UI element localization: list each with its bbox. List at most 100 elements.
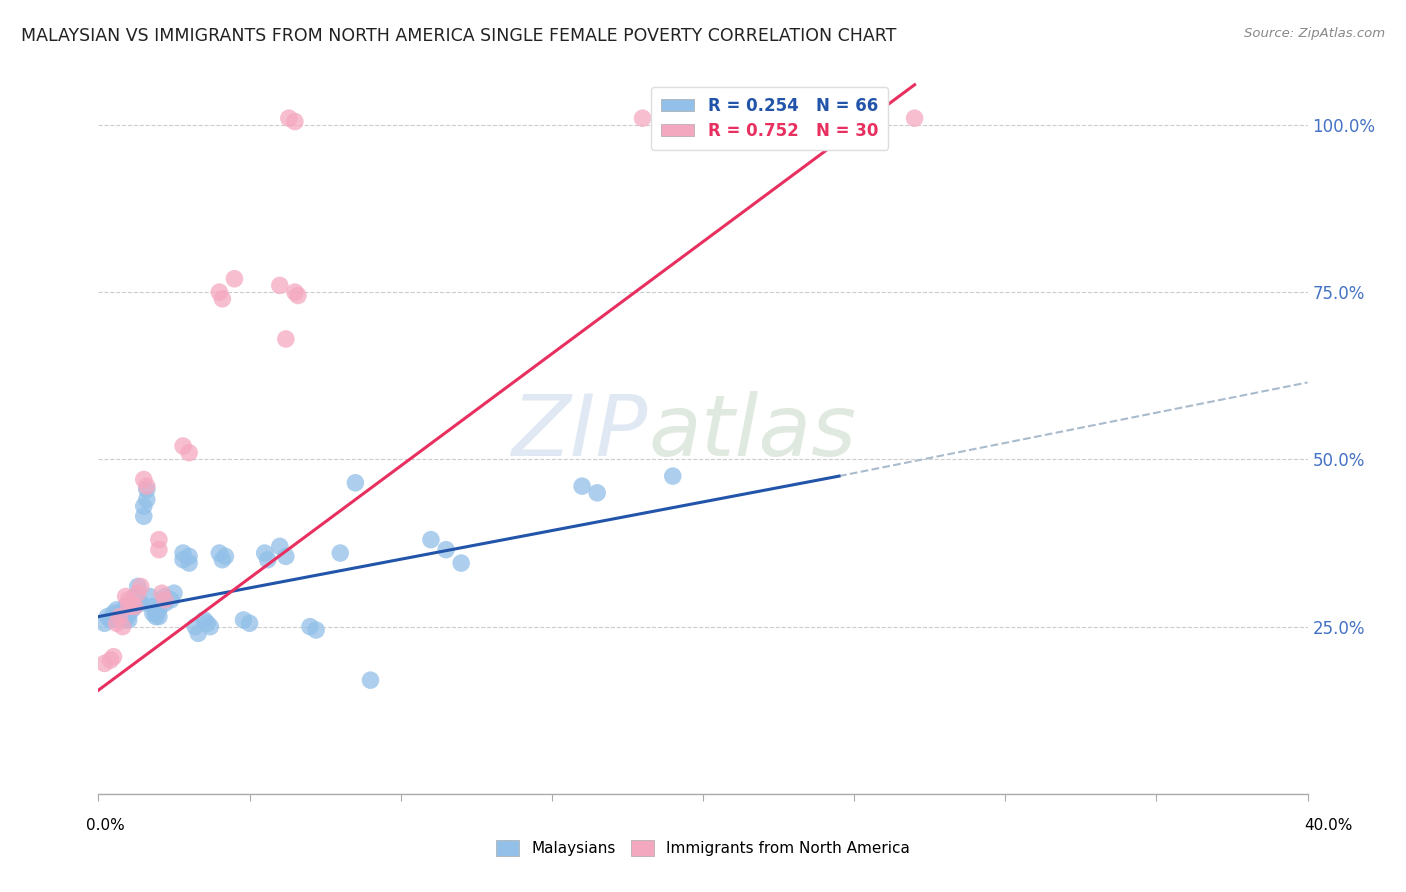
Point [211, 292, 233, 306]
Point [145, 609, 167, 624]
Point [132, 509, 155, 524]
Point [96, 609, 118, 624]
Legend: R = 0.254   N = 66, R = 0.752   N = 30: R = 0.254 N = 66, R = 0.752 N = 30 [651, 87, 889, 150]
Point [214, 549, 236, 564]
Text: atlas: atlas [648, 391, 856, 475]
Point [114, 590, 136, 604]
Point [127, 586, 149, 600]
Point [284, 114, 307, 128]
Point [108, 607, 131, 621]
Point [105, 609, 128, 624]
Point [586, 485, 609, 500]
Point [135, 492, 157, 507]
Point [904, 112, 927, 126]
Point [114, 613, 136, 627]
Point [239, 616, 262, 631]
Point [208, 285, 231, 300]
Text: ZIP: ZIP [512, 391, 648, 475]
Point [287, 288, 309, 302]
Point [132, 500, 155, 514]
Point [360, 673, 382, 688]
Point [195, 616, 218, 631]
Point [160, 593, 183, 607]
Point [329, 546, 352, 560]
Point [274, 549, 297, 564]
Point [111, 609, 134, 624]
Point [269, 278, 291, 293]
Point [208, 546, 231, 560]
Point [111, 620, 134, 634]
Point [172, 553, 194, 567]
Point [148, 609, 170, 624]
Point [224, 272, 246, 286]
Point [105, 603, 128, 617]
Point [420, 533, 443, 547]
Point [129, 596, 152, 610]
Point [661, 469, 683, 483]
Point [305, 623, 328, 637]
Point [93, 657, 115, 671]
Point [139, 590, 162, 604]
Point [100, 613, 122, 627]
Point [93, 616, 115, 631]
Point [108, 609, 131, 624]
Point [129, 580, 152, 594]
Point [299, 620, 322, 634]
Point [103, 607, 125, 621]
Point [127, 593, 149, 607]
Point [118, 607, 141, 622]
Point [211, 553, 233, 567]
Point [179, 446, 201, 460]
Point [118, 603, 141, 617]
Point [121, 596, 143, 610]
Point [184, 620, 207, 634]
Text: MALAYSIAN VS IMMIGRANTS FROM NORTH AMERICA SINGLE FEMALE POVERTY CORRELATION CHA: MALAYSIAN VS IMMIGRANTS FROM NORTH AMERI… [21, 27, 897, 45]
Point [148, 533, 170, 547]
Point [631, 112, 654, 126]
Point [103, 649, 125, 664]
Point [118, 613, 141, 627]
Point [153, 596, 176, 610]
Point [142, 599, 165, 614]
Point [118, 599, 141, 614]
Point [277, 112, 299, 126]
Point [274, 332, 297, 346]
Point [142, 607, 165, 621]
Point [434, 542, 457, 557]
Point [124, 599, 146, 614]
Point [145, 607, 167, 621]
Point [114, 599, 136, 614]
Point [124, 599, 146, 614]
Point [200, 620, 222, 634]
Point [148, 542, 170, 557]
Point [135, 479, 157, 493]
Point [105, 616, 128, 631]
Point [135, 483, 157, 497]
Text: Source: ZipAtlas.com: Source: ZipAtlas.com [1244, 27, 1385, 40]
Text: 0.0%: 0.0% [86, 818, 125, 832]
Point [118, 593, 141, 607]
Point [121, 596, 143, 610]
Point [179, 556, 201, 570]
Point [232, 613, 254, 627]
Point [344, 475, 367, 490]
Point [450, 556, 472, 570]
Point [269, 539, 291, 553]
Point [163, 586, 186, 600]
Point [132, 473, 155, 487]
Point [127, 580, 149, 594]
Legend: Malaysians, Immigrants from North America: Malaysians, Immigrants from North Americ… [489, 834, 917, 862]
Text: 40.0%: 40.0% [1305, 818, 1353, 832]
Point [121, 603, 143, 617]
Point [193, 613, 215, 627]
Point [256, 553, 278, 567]
Point [153, 593, 176, 607]
Point [150, 586, 173, 600]
Point [571, 479, 593, 493]
Point [253, 546, 276, 560]
Point [148, 603, 170, 617]
Point [153, 590, 176, 604]
Point [172, 439, 194, 453]
Point [111, 607, 134, 621]
Point [108, 613, 131, 627]
